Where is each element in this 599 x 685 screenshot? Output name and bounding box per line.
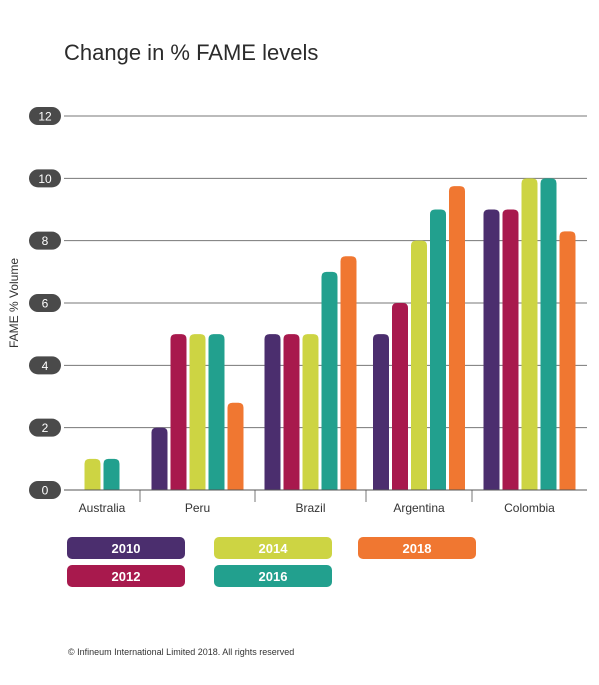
bar-2014-brazil <box>302 334 319 490</box>
bar-2012-argentina <box>392 303 408 490</box>
bar-2018-colombia <box>559 231 576 491</box>
bar-2014-peru <box>189 334 206 490</box>
bar-2012-colombia <box>502 209 519 490</box>
bar-2010-peru <box>151 427 168 490</box>
bar-2012-peru <box>170 334 187 490</box>
bar-2018-brazil <box>340 256 357 490</box>
y-tick-badge <box>29 169 61 188</box>
bar-2010-brazil <box>264 334 281 490</box>
bar-2016-colombia <box>540 178 557 491</box>
y-tick-label: 0 <box>42 484 49 498</box>
chart-title: Change in % FAME levels <box>64 40 319 65</box>
bar-2018-peru <box>227 402 244 490</box>
x-tick-label: Australia <box>79 501 126 515</box>
x-tick-label: Argentina <box>393 501 445 515</box>
bar-2010-argentina <box>373 334 389 490</box>
x-tick-label: Brazil <box>295 501 325 515</box>
copyright-notice: © Infineum International Limited 2018. A… <box>68 647 295 657</box>
y-tick-badge <box>29 107 61 125</box>
y-tick-label: 2 <box>42 421 49 435</box>
bar-2014-australia <box>84 458 101 490</box>
y-tick-label: 10 <box>38 172 52 186</box>
bar-2016-peru <box>208 334 225 490</box>
legend-item-2018: 2018 <box>358 537 476 559</box>
legend-item-2010: 2010 <box>67 537 185 559</box>
y-tick-label: 4 <box>42 359 49 373</box>
legend-item-2012: 2012 <box>67 565 185 587</box>
y-tick-badge <box>29 231 61 250</box>
x-tick-label: Colombia <box>504 501 555 515</box>
bar-2016-australia <box>103 458 120 490</box>
y-tick-badge <box>29 356 61 375</box>
y-tick-badge <box>29 418 61 437</box>
y-tick-badge <box>29 481 61 499</box>
bar-2014-argentina <box>411 240 427 490</box>
legend-item-2016: 2016 <box>214 565 332 587</box>
y-tick-badge <box>29 294 61 312</box>
bar-2016-argentina <box>430 209 446 490</box>
y-tick-label: 12 <box>38 110 52 124</box>
y-axis-label: FAME % Volume <box>7 258 21 348</box>
bar-2018-argentina <box>449 186 465 490</box>
bar-2010-colombia <box>483 209 500 490</box>
legend-item-2014: 2014 <box>214 537 332 559</box>
y-tick-label: 8 <box>42 234 49 248</box>
y-tick-label: 6 <box>42 297 49 311</box>
x-tick-label: Peru <box>185 501 210 515</box>
bar-2016-brazil <box>321 271 338 490</box>
bar-2012-brazil <box>283 334 300 490</box>
bar-2014-colombia <box>521 178 538 491</box>
